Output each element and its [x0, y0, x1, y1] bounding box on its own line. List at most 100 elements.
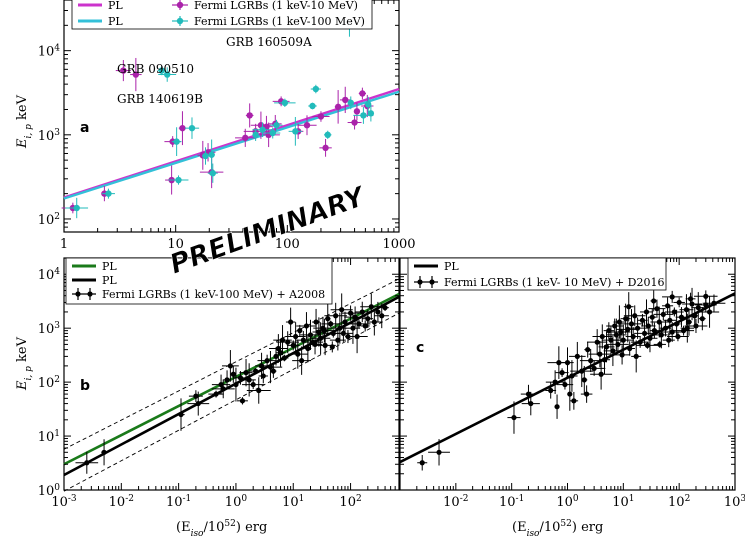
x-tick-label: 10: [167, 237, 184, 252]
data-point: [608, 337, 614, 343]
data-point-magenta: [246, 112, 253, 119]
data-point-cyan: [365, 101, 372, 108]
annotation-grb-090510: GRB 090510: [117, 62, 194, 76]
x-tick-label: 10-2: [109, 494, 134, 510]
data-point: [224, 377, 230, 383]
data-point: [620, 337, 626, 343]
data-point: [330, 330, 336, 337]
data-point: [630, 333, 636, 340]
data-point: [365, 316, 371, 322]
data-point: [657, 341, 663, 348]
data-point: [571, 398, 577, 404]
data-point: [666, 337, 672, 343]
data-point-cyan: [324, 131, 331, 139]
data-point: [178, 411, 184, 418]
data-point: [671, 309, 677, 315]
data-point: [584, 391, 590, 397]
data-point: [290, 342, 296, 348]
data-point: [647, 335, 653, 341]
data-point-magenta: [334, 103, 342, 111]
data-point-cyan: [347, 99, 354, 107]
data-point-cyan: [309, 102, 316, 110]
data-point: [581, 377, 587, 383]
data-point-cyan: [273, 122, 280, 129]
data-point: [669, 294, 675, 300]
x-tick-label: 10-1: [499, 494, 524, 510]
data-point: [233, 381, 239, 388]
data-point: [337, 325, 343, 331]
data-point-cyan: [73, 204, 80, 212]
data-point: [684, 325, 690, 331]
data-point: [643, 309, 650, 315]
data-point-cyan: [292, 128, 299, 135]
data-point: [654, 306, 660, 312]
data-point: [285, 339, 291, 345]
data-point: [656, 319, 662, 325]
data-point: [350, 325, 356, 331]
data-point: [347, 310, 354, 316]
data-point: [692, 313, 698, 319]
data-point-magenta: [132, 71, 140, 78]
data-point: [220, 386, 226, 392]
data-point: [354, 333, 360, 340]
data-point: [258, 363, 265, 369]
y-tick-label: 100: [38, 483, 61, 499]
annotation-grb-140619b: GRB 140619B: [117, 92, 203, 106]
data-point: [599, 333, 605, 340]
data-point: [321, 328, 328, 334]
data-point: [606, 328, 612, 334]
data-point: [279, 337, 286, 343]
data-point-cyan: [175, 176, 182, 184]
data-point: [618, 329, 624, 335]
data-point: [511, 414, 517, 421]
data-point: [317, 335, 324, 341]
legend-box: [65, 257, 333, 305]
data-point: [299, 358, 305, 364]
data-point: [658, 332, 664, 338]
data-point: [359, 309, 365, 315]
x-tick-label: 102: [668, 494, 690, 510]
data-point: [340, 330, 347, 337]
data-point-cyan: [281, 99, 289, 107]
data-point: [680, 328, 687, 334]
data-point: [362, 323, 368, 329]
data-point: [325, 316, 331, 322]
legend-label-pl-1: PL: [108, 0, 123, 12]
data-point: [295, 351, 301, 357]
data-point: [626, 304, 632, 310]
data-point: [305, 345, 311, 352]
data-point: [243, 370, 249, 376]
data-point: [585, 347, 591, 353]
data-point: [579, 368, 585, 374]
data-point-cyan: [209, 169, 216, 177]
data-point: [597, 351, 603, 357]
data-point-magenta: [120, 67, 127, 74]
data-point: [213, 391, 219, 397]
legend-label-fermi-100mev: Fermi LGRBs (1 keV-100 MeV): [194, 15, 365, 28]
data-point: [193, 393, 199, 399]
legend-label-pl-2: PL: [108, 15, 123, 28]
fit-line-magenta: [63, 87, 400, 199]
panel-label-b: b: [80, 378, 90, 394]
data-point-cyan: [208, 151, 215, 158]
legend-label-fermi-10mev: Fermi LGRBs (1 keV-10 MeV): [194, 0, 358, 12]
data-point: [246, 377, 252, 383]
data-point: [84, 460, 90, 466]
data-point: [342, 319, 348, 325]
data-point: [436, 449, 442, 455]
data-point: [562, 381, 568, 388]
data-point: [703, 293, 709, 299]
data-point: [300, 337, 306, 343]
data-point-cyan: [158, 67, 165, 74]
panel-a: 1 10 100 1000 102 103 104 PL PL Fermi LGRBs (1…: [15, 0, 416, 252]
y-tick-label: 102: [38, 212, 60, 228]
data-point-magenta: [242, 134, 249, 142]
data-point: [675, 333, 681, 340]
data-point: [525, 391, 532, 397]
data-point: [252, 368, 259, 374]
data-point-magenta: [359, 90, 366, 97]
data-point: [329, 344, 335, 350]
panel-label-a: a: [80, 120, 89, 136]
y-axis-label-b: Ei, p keV: [15, 336, 34, 391]
data-point: [256, 387, 262, 394]
